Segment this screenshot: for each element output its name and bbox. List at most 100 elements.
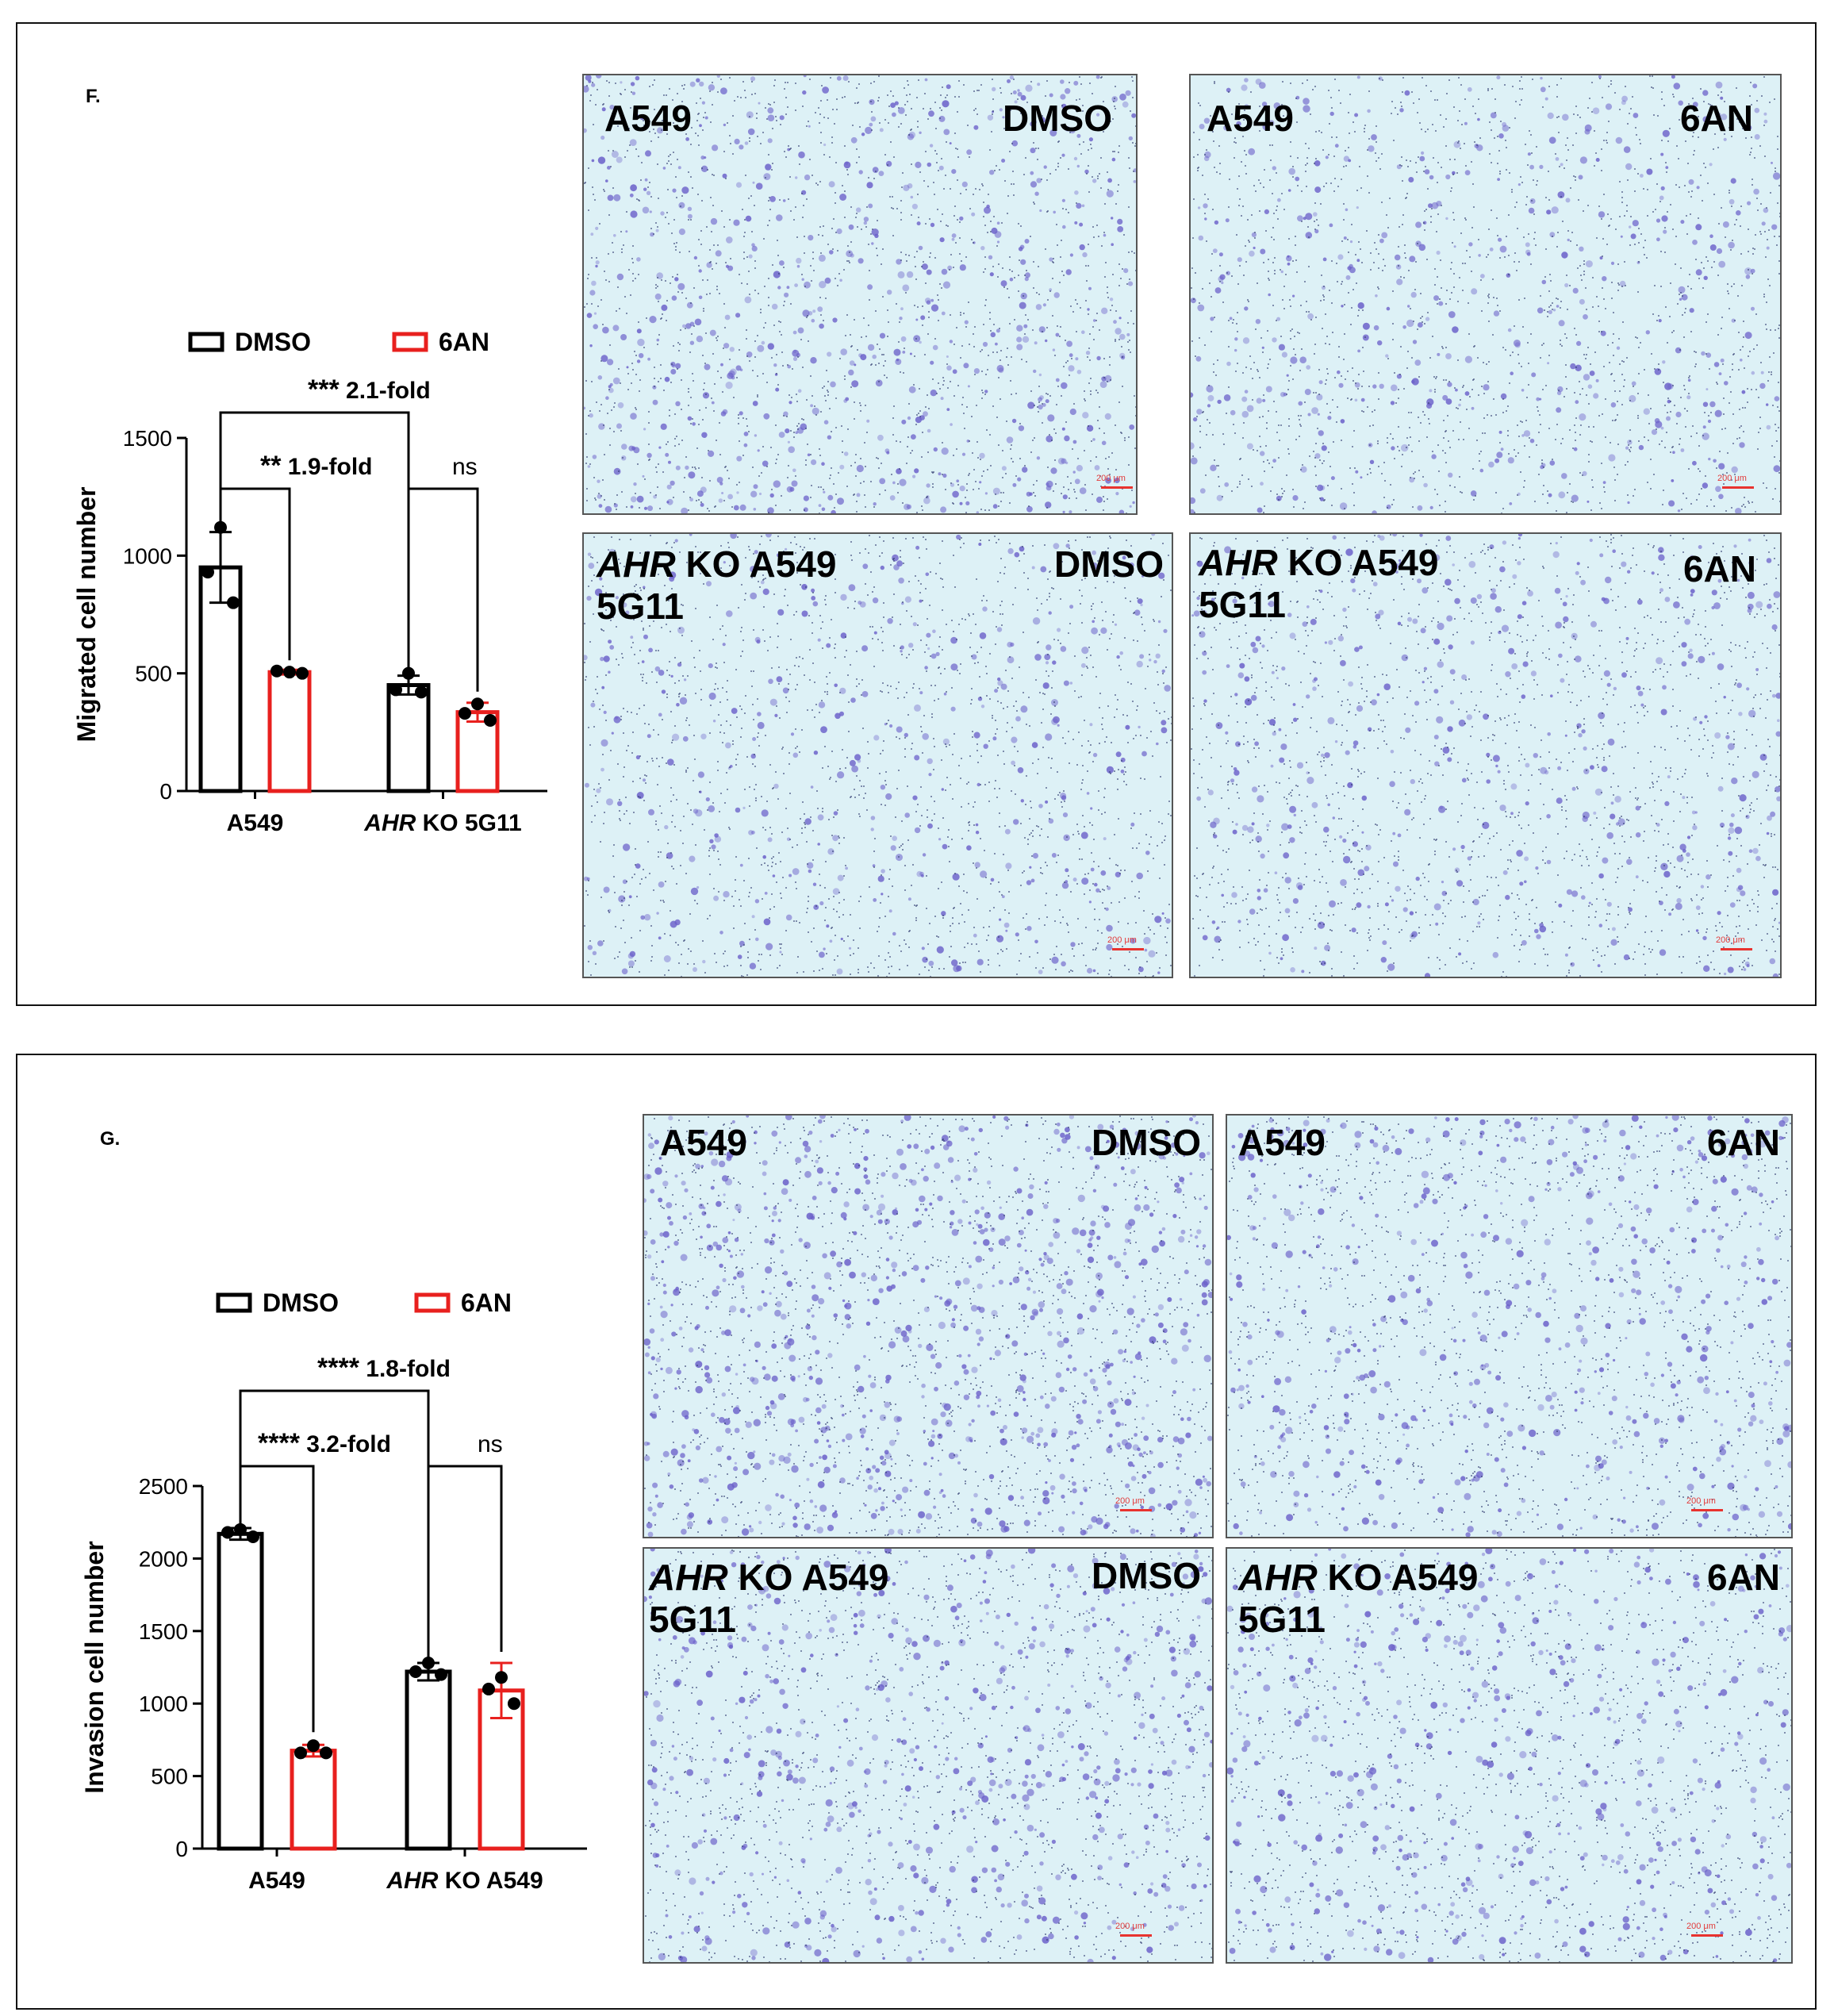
- data-point: [270, 664, 283, 678]
- y-tick-label: 1500: [139, 1619, 188, 1644]
- panel-g-letter: G.: [100, 1128, 121, 1150]
- micro-f-a549-dmso: A549 DMSO 200 μm: [582, 74, 1138, 515]
- x-tick-label: A549: [248, 1868, 305, 1894]
- chart-f-svg: DMSO 6AN 0 500 1000 1500 Migrated cell number A…: [72, 328, 547, 836]
- significance-bracket: [239, 1465, 315, 1733]
- y-tick-label: 2000: [139, 1546, 188, 1571]
- micro-left-label: A549: [660, 1122, 747, 1163]
- micro-right-label: 6AN: [1679, 98, 1753, 139]
- significance-bracket: [219, 411, 410, 676]
- micro-f-a549-6an: A549 6AN 200 μm: [1189, 74, 1782, 515]
- micro-left-label: A549: [1207, 98, 1294, 139]
- legend-swatch: [188, 332, 224, 352]
- data-point: [283, 666, 296, 679]
- y-axis-label: Migrated cell number: [72, 487, 101, 743]
- micro-g-a549-dmso: A549 DMSO 200 μm: [643, 1114, 1214, 1538]
- micro-right-label: DMSO: [1092, 1122, 1201, 1163]
- y-tick-label: 2500: [139, 1474, 188, 1499]
- micro-right-label: 6AN: [1706, 1557, 1780, 1598]
- significance-label: **** 1.8-fold: [317, 1353, 451, 1383]
- micro-right-label: DMSO: [1054, 543, 1164, 585]
- bar: [386, 683, 431, 793]
- significance-bracket: [219, 487, 291, 661]
- micro-right-label: DMSO: [1003, 98, 1112, 139]
- panel-f-letter: F.: [86, 86, 101, 107]
- micro-g-ahrko-dmso: AHR KO A549 5G11 DMSO 200 μm: [643, 1547, 1214, 1964]
- micro-left-label: A549: [604, 98, 692, 139]
- data-point: [484, 714, 497, 727]
- bar: [217, 1531, 264, 1851]
- data-point: [415, 685, 428, 699]
- micrograph-texture: [644, 1116, 1212, 1537]
- micro-left-label: AHR KO A549 5G11: [649, 1557, 889, 1640]
- significance-label: ns: [478, 1431, 503, 1457]
- micro-left-label: AHR KO A549 5G11: [597, 543, 837, 627]
- micro-right-label: 6AN: [1682, 548, 1756, 589]
- data-point: [435, 1668, 447, 1681]
- x-tick-label: A549: [227, 810, 284, 836]
- y-tick-label: 0: [175, 1837, 188, 1861]
- y-tick-label: 500: [135, 662, 172, 686]
- y-tick-label: 0: [159, 779, 172, 804]
- bar: [290, 1749, 337, 1851]
- significance-label: *** 2.1-fold: [308, 374, 431, 405]
- significance-label: ** 1.9-fold: [260, 451, 372, 481]
- significance-label: ns: [452, 454, 478, 480]
- micrograph-texture: [1227, 1116, 1791, 1537]
- legend-label: DMSO: [263, 1288, 339, 1317]
- micrograph-texture: [1191, 75, 1780, 513]
- micrograph-texture: [1191, 534, 1780, 977]
- data-point: [296, 666, 309, 680]
- data-point: [458, 707, 471, 720]
- data-point: [320, 1746, 332, 1760]
- x-tick-label: AHR KO 5G11: [363, 810, 521, 836]
- micro-f-ahrko-dmso: AHR KO A549 5G11 DMSO 200 μm: [582, 532, 1173, 978]
- chart-g: DMSO 6AN 0 500 1000 1500 2000 2500 Invasion cell…: [48, 1269, 603, 1904]
- legend-label: 6AN: [439, 328, 489, 356]
- bar: [405, 1669, 452, 1851]
- data-point: [508, 1697, 520, 1711]
- micrograph-texture: [584, 75, 1136, 513]
- y-tick-label: 1000: [123, 543, 172, 568]
- significance-bracket: [427, 1465, 503, 1653]
- bar: [267, 670, 312, 793]
- significance-label: **** 3.2-fold: [258, 1428, 391, 1458]
- legend-swatch: [392, 332, 428, 352]
- legend-swatch: [216, 1292, 252, 1313]
- data-point: [482, 1682, 495, 1695]
- micro-right-label: 6AN: [1706, 1122, 1780, 1163]
- micro-g-a549-6an: A549 6AN 200 μm: [1226, 1114, 1793, 1538]
- micrograph-texture: [584, 534, 1172, 977]
- data-point: [495, 1671, 508, 1684]
- y-tick-label: 500: [151, 1764, 188, 1789]
- micro-f-ahrko-6an: AHR KO A549 5G11 6AN 200 μm: [1189, 532, 1782, 978]
- micro-left-label: AHR KO A549 5G11: [1199, 542, 1439, 625]
- micro-left-label: A549: [1238, 1122, 1326, 1163]
- x-tick-label: AHR KO A549: [386, 1868, 543, 1894]
- micro-left-label: AHR KO A549 5G11: [1238, 1557, 1479, 1640]
- data-point: [409, 1665, 422, 1678]
- micrograph-texture: [644, 1549, 1212, 1962]
- micro-right-label: DMSO: [1092, 1555, 1201, 1596]
- data-point: [471, 697, 484, 711]
- micro-g-ahrko-6an: AHR KO A549 5G11 6AN 200 μm: [1226, 1547, 1793, 1964]
- data-point: [221, 1526, 234, 1539]
- data-point: [389, 683, 402, 697]
- data-point: [294, 1746, 307, 1760]
- data-point: [422, 1657, 435, 1670]
- chart-f: DMSO 6AN 0 500 1000 1500 Migrated cell number A…: [48, 301, 587, 873]
- legend-swatch: [414, 1292, 451, 1313]
- data-point: [227, 596, 240, 609]
- y-axis-label: Invasion cell number: [80, 1541, 109, 1793]
- legend-label: DMSO: [235, 328, 311, 356]
- significance-bracket: [407, 487, 479, 692]
- data-point: [307, 1739, 320, 1753]
- chart-g-svg: DMSO 6AN 0 500 1000 1500 2000 2500 Invasion cell…: [80, 1288, 587, 1894]
- y-tick-label: 1000: [139, 1692, 188, 1716]
- data-point: [234, 1523, 247, 1536]
- data-point: [201, 566, 214, 579]
- legend-label: 6AN: [461, 1288, 512, 1317]
- micrograph-texture: [1227, 1549, 1791, 1962]
- y-tick-label: 1500: [123, 426, 172, 451]
- data-point: [247, 1530, 259, 1543]
